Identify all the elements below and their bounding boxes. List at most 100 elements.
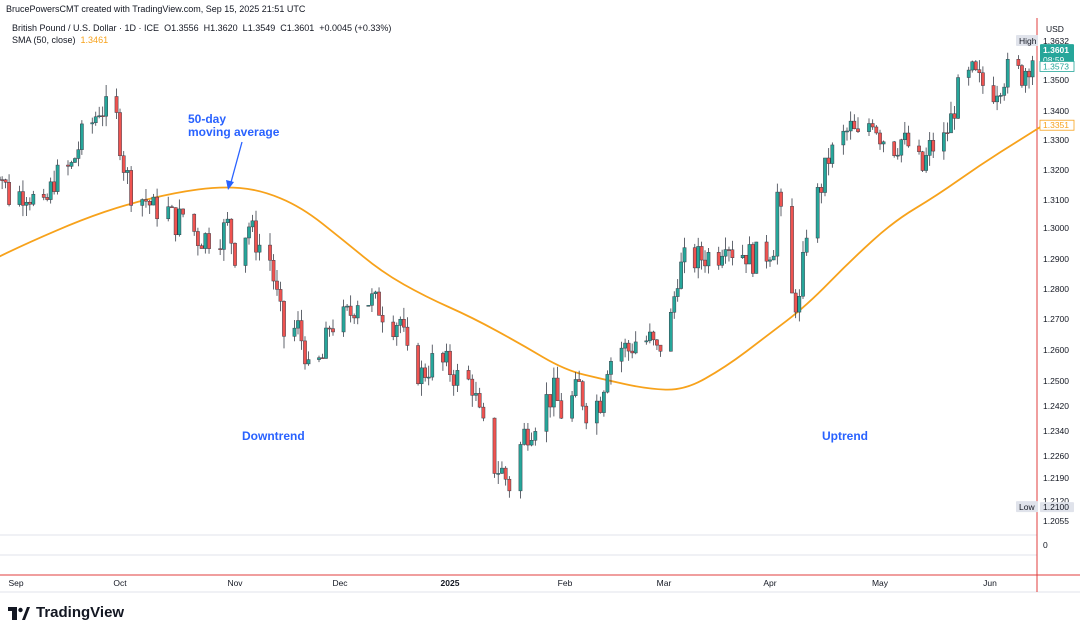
candle-body-up	[573, 379, 578, 396]
candle	[41, 188, 46, 201]
candle-body-up	[1023, 70, 1028, 86]
candle	[619, 341, 624, 373]
candle-body-down	[699, 246, 704, 261]
high-value: 1.3620	[210, 23, 238, 33]
candle	[341, 299, 346, 337]
candle-body-up	[31, 193, 36, 205]
candle-body-up	[430, 353, 435, 378]
candle	[0, 176, 4, 190]
candle-body-down	[744, 254, 748, 265]
candle-body-down	[856, 128, 860, 132]
annotation-arrow-shaft	[229, 141, 243, 187]
candle-body-down	[703, 259, 707, 267]
candle	[1002, 83, 1007, 101]
time-tick-label: Jun	[983, 578, 997, 588]
price-tick-label: 1.2120	[1043, 496, 1069, 506]
candle-body-down	[917, 145, 921, 152]
candle-body-down	[282, 301, 286, 337]
candle-body-up	[867, 123, 871, 132]
candle	[225, 211, 230, 226]
candle	[841, 124, 846, 155]
candle-body-down	[507, 478, 512, 492]
candle	[398, 316, 403, 334]
candle-body-down	[651, 331, 656, 341]
candle-body-down	[218, 248, 223, 250]
candle	[275, 270, 279, 296]
candle-body-down	[555, 377, 560, 401]
candle-body-up	[90, 122, 95, 125]
sma-price-flag	[1039, 119, 1075, 131]
candle	[906, 125, 911, 148]
candle	[570, 391, 574, 422]
candle-body-up	[747, 244, 752, 265]
time-tick-label: Dec	[332, 578, 348, 588]
candle	[623, 338, 627, 358]
candle-body-down	[751, 244, 755, 274]
candle	[559, 392, 564, 419]
candle	[278, 281, 283, 312]
candle-body-up	[768, 259, 772, 262]
candle	[327, 325, 332, 337]
time-tick-label: Sep	[8, 578, 23, 588]
candle	[48, 177, 53, 204]
prev-close-value: 1.3573	[1043, 61, 1069, 71]
candle	[140, 198, 145, 217]
candle	[703, 250, 707, 273]
candle-body-down	[779, 191, 783, 207]
candle	[199, 243, 204, 249]
candle-body-up	[203, 233, 208, 249]
candle	[723, 237, 728, 264]
candle-body-down	[45, 197, 50, 200]
candle-body-down	[21, 191, 25, 206]
candle	[271, 254, 276, 290]
candle-body-up	[398, 318, 403, 326]
candle-body-up	[823, 157, 827, 193]
candle-body-up	[771, 255, 776, 261]
candle	[598, 396, 603, 414]
candle-body-down	[466, 370, 471, 380]
candle-body-down	[870, 123, 875, 128]
candle	[151, 193, 156, 206]
candle-body-down	[448, 350, 452, 375]
candle-body-down	[377, 291, 381, 316]
candle	[692, 243, 697, 273]
candle-body-down	[3, 179, 8, 183]
candle-body-down	[391, 321, 396, 337]
candle	[121, 151, 126, 181]
price-tick-label: 1.3100	[1043, 195, 1069, 205]
candle-body-down	[991, 85, 996, 103]
candle	[80, 120, 84, 155]
candle	[355, 300, 360, 325]
last-price-flag	[1040, 44, 1074, 67]
candle	[605, 370, 610, 394]
candle-body-up	[455, 370, 460, 386]
candle	[892, 140, 897, 158]
candle	[651, 330, 656, 346]
candle	[706, 248, 711, 274]
candle-body-up	[995, 95, 999, 103]
candle-body-down	[655, 339, 659, 346]
candle	[848, 111, 853, 140]
candle	[45, 193, 50, 202]
candle-body-down	[630, 350, 635, 354]
candle-body-down	[451, 374, 456, 386]
candle	[995, 85, 999, 111]
candle-body-down	[207, 233, 211, 249]
candle-body-down	[114, 96, 119, 113]
candle-body-down	[129, 170, 133, 206]
time-tick-label: 2025	[441, 578, 460, 588]
candle-body-up	[966, 69, 971, 78]
candle	[751, 242, 755, 277]
candle	[895, 148, 900, 160]
candle-body-up	[151, 196, 156, 206]
candle-body-down	[147, 200, 152, 206]
uptrend-label: Uptrend	[822, 429, 868, 443]
tradingview-logo: TradingView	[8, 604, 124, 621]
symbol-legend: British Pound / U.S. Dollar · 1D · ICE O…	[12, 23, 391, 33]
candle	[104, 84, 108, 127]
candle	[320, 353, 325, 359]
candle-body-down	[892, 141, 897, 156]
candle	[73, 157, 77, 163]
candle	[852, 114, 857, 130]
